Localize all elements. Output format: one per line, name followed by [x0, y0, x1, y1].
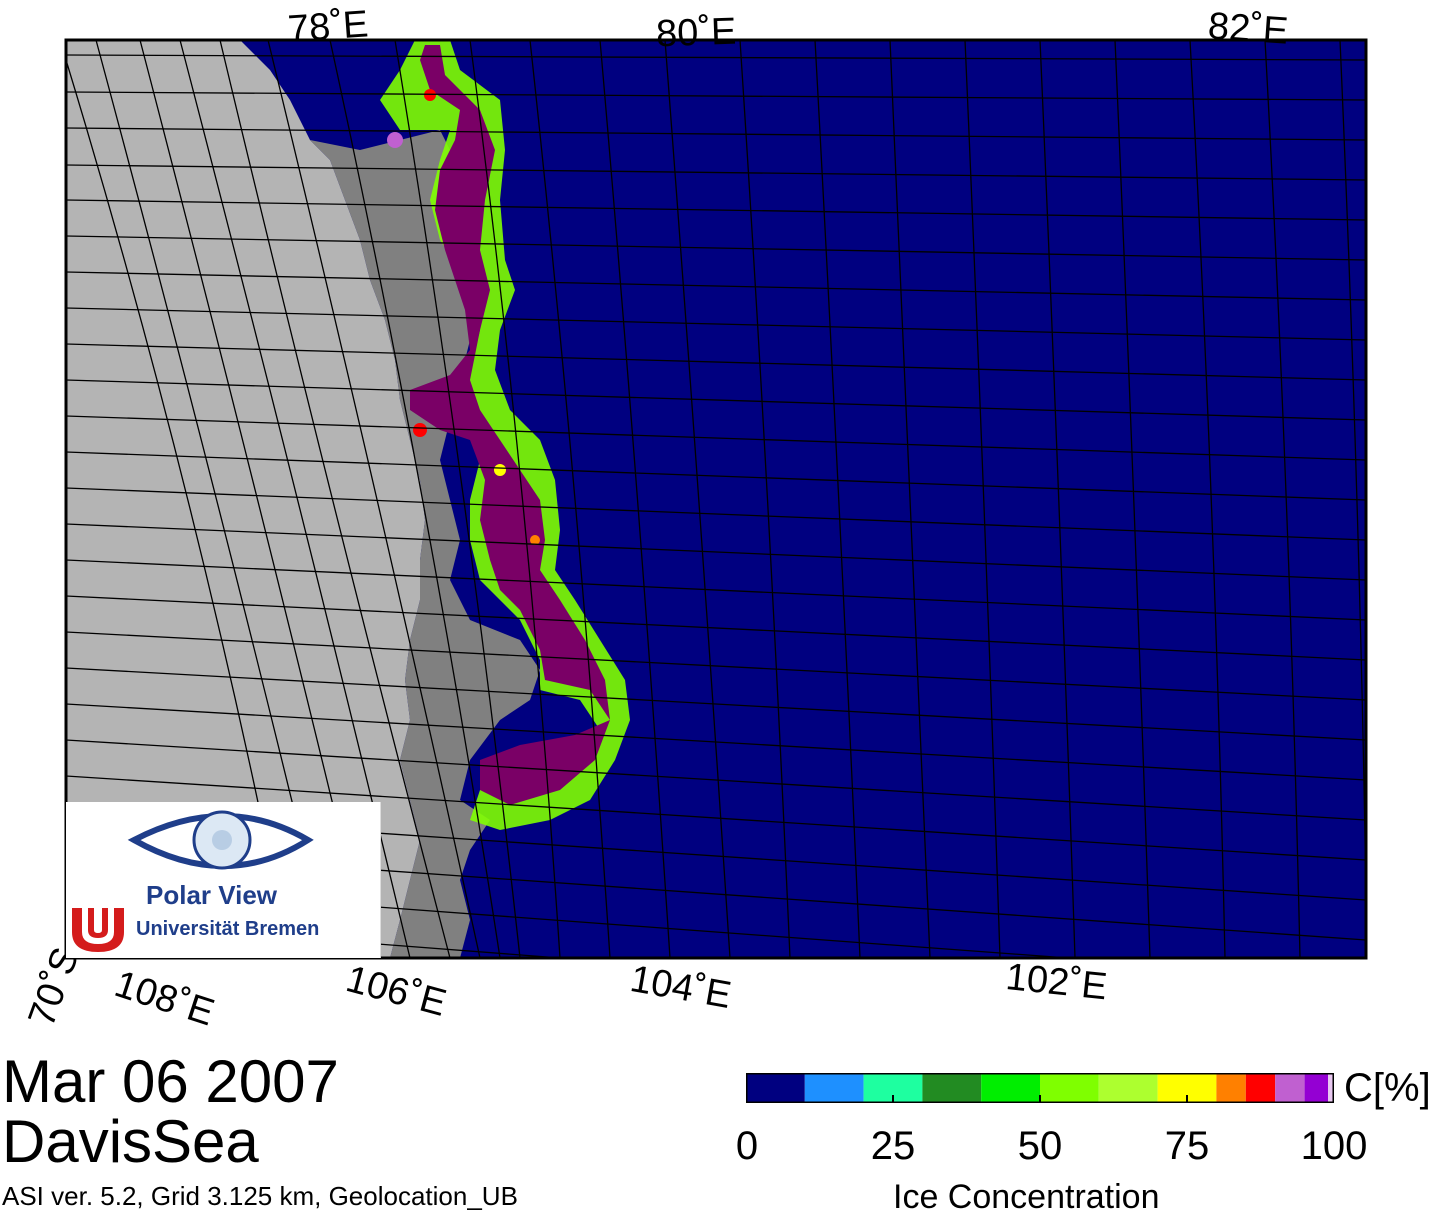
- processing-info: ASI ver. 5.2, Grid 3.125 km, Geolocation…: [2, 1181, 518, 1211]
- lon-label-82e: 82˚E: [1206, 5, 1290, 53]
- colorbar-label: Ice Concentration: [893, 1178, 1160, 1216]
- colorbar-segment: [1098, 1073, 1158, 1103]
- ice-patch: [494, 464, 506, 476]
- map-frame: [64, 38, 1368, 960]
- ice-patch: [530, 535, 540, 545]
- colorbar-tick: 0: [735, 1124, 759, 1168]
- colorbar-segment: [804, 1073, 864, 1103]
- lon-label-102e: 102˚E: [1003, 956, 1110, 1009]
- colorbar-tick: 100: [1300, 1124, 1368, 1168]
- colorbar-segment: [922, 1073, 982, 1103]
- colorbar-unit: C[%]: [1344, 1066, 1431, 1110]
- map-region: DavisSea: [2, 1108, 259, 1175]
- colorbar-tick: 50: [1017, 1124, 1063, 1168]
- colorbar-segment: [1328, 1073, 1334, 1103]
- colorbar-tick: 25: [870, 1124, 916, 1168]
- map-date: Mar 06 2007: [2, 1048, 339, 1115]
- lon-label-78e: 78˚E: [286, 3, 370, 51]
- land-area: [66, 40, 425, 958]
- logo-subtitle: Universität Bremen: [136, 918, 320, 940]
- eye-icon: [127, 810, 314, 870]
- graticule: [66, 40, 1366, 958]
- colorbar-segment: [981, 1073, 1040, 1103]
- sea-ice-core: [410, 45, 610, 805]
- ice-patch: [424, 89, 436, 101]
- colorbar-tick: 75: [1164, 1124, 1210, 1168]
- ice-shelf-area: [310, 130, 540, 958]
- colorbar-segment: [1040, 1073, 1099, 1103]
- ice-concentration-map: 78˚E 80˚E 82˚E 108˚E 106˚E 104˚E 102˚E 7…: [21, 3, 1368, 1034]
- colorbar-segment: [746, 1073, 805, 1103]
- ice-patch: [413, 423, 427, 437]
- ice-patch: [387, 132, 403, 148]
- university-emblem-icon: [72, 908, 124, 952]
- colorbar-segment: [1275, 1073, 1305, 1103]
- colorbar-segment: [1304, 1073, 1329, 1103]
- polar-view-logo: Polar View Universität Bremen: [66, 802, 381, 958]
- lon-label-80e: 80˚E: [655, 10, 737, 56]
- colorbar-segment: [1216, 1073, 1246, 1103]
- colorbar: [746, 1073, 1334, 1103]
- logo-title: Polar View: [146, 880, 278, 910]
- colorbar-segment: [1245, 1073, 1276, 1103]
